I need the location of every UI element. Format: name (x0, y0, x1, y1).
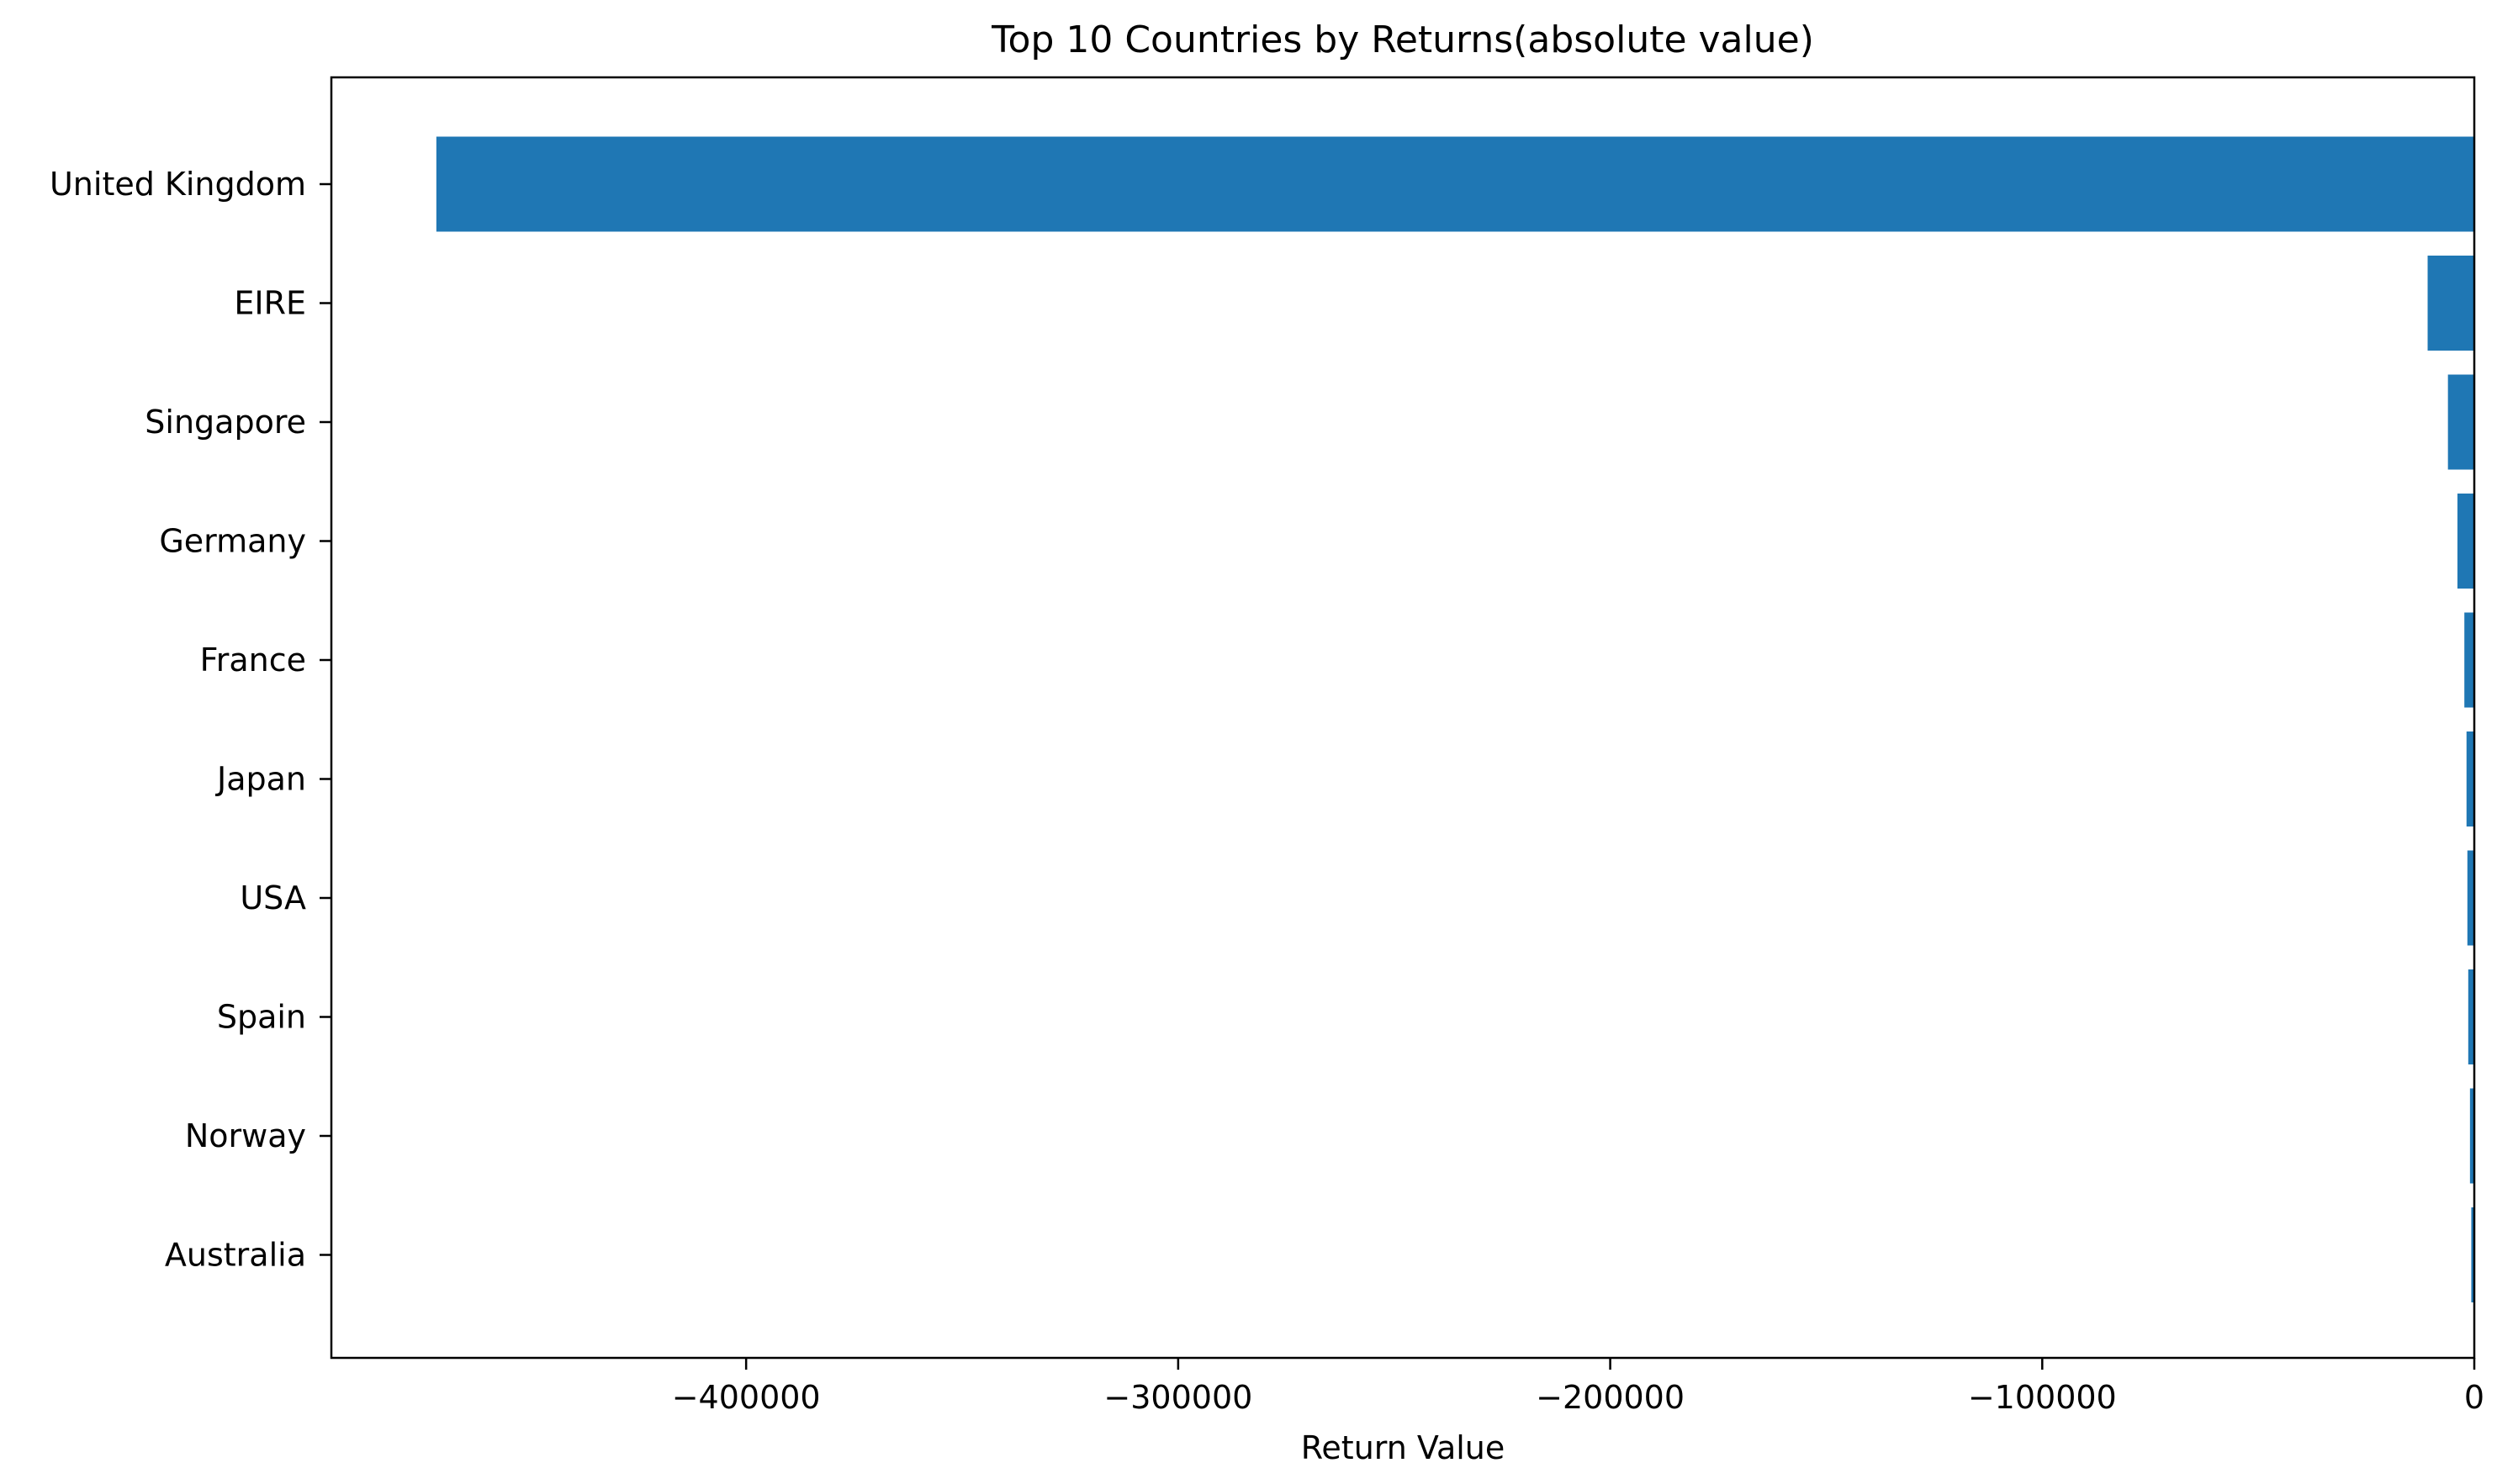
bar-united-kingdom (436, 136, 2474, 232)
x-axis-label: Return Value (1301, 1429, 1505, 1466)
x-tick-label: −400000 (672, 1379, 821, 1416)
x-tick-label: −100000 (1968, 1379, 2117, 1416)
bar-japan (2466, 731, 2474, 826)
y-tick-label: Germany (159, 523, 306, 560)
x-tick-label: −200000 (1536, 1379, 1685, 1416)
x-axis-ticks: −400000 −300000 −200000 −100000 0 (672, 1358, 2484, 1416)
y-tick-label: United Kingdom (50, 166, 306, 203)
y-tick-label: Australia (165, 1237, 306, 1274)
y-tick-label: Norway (185, 1117, 306, 1154)
bar-france (2464, 612, 2474, 708)
bar-eire (2427, 256, 2474, 351)
y-tick-label: EIRE (234, 285, 306, 322)
x-tick-label: 0 (2464, 1379, 2484, 1416)
bar-spain (2468, 969, 2474, 1064)
y-tick-label: France (200, 642, 306, 679)
plot-frame (330, 76, 2476, 1360)
chart-title: Top 10 Countries by Returns(absolute val… (991, 18, 1814, 61)
y-tick-label: Japan (215, 761, 306, 798)
y-tick-label: Singapore (145, 404, 306, 441)
bar-australia (2471, 1207, 2474, 1302)
y-axis-ticks: United Kingdom EIRE Singapore Germany France… (50, 166, 331, 1274)
x-tick-label: −300000 (1103, 1379, 1252, 1416)
y-tick-label: USA (240, 879, 306, 916)
bars-group (436, 136, 2474, 1302)
y-tick-label: Spain (217, 999, 306, 1036)
bar-norway (2469, 1088, 2474, 1184)
bar-singapore (2447, 374, 2474, 470)
bar-usa (2467, 850, 2474, 946)
bar-germany (2457, 494, 2474, 589)
